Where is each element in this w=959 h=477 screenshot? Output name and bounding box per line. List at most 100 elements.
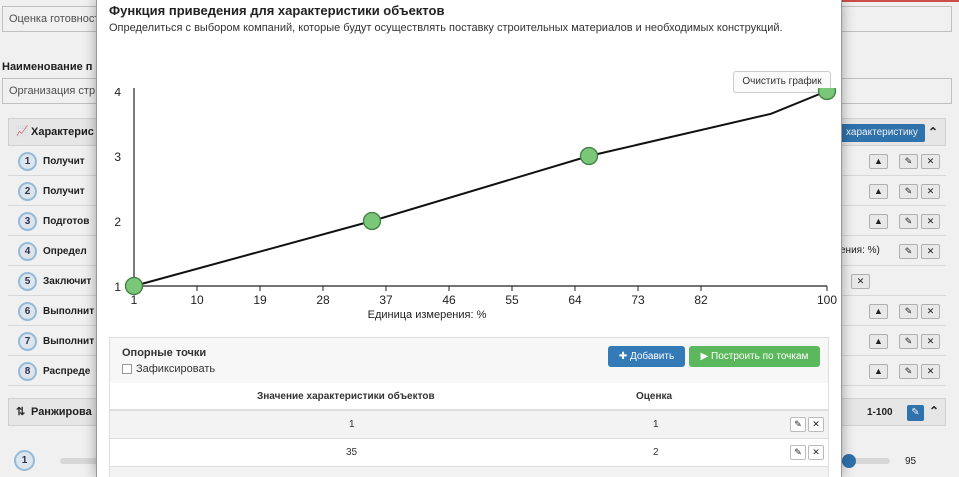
data-point[interactable]	[579, 146, 599, 166]
chart-line-icon: 📈	[16, 126, 29, 137]
characteristic-function-modal: Функция приведения для характеристики об…	[96, 0, 842, 477]
edit-pencil-icon[interactable]: ✎	[899, 184, 918, 199]
x-tick-label: 10	[190, 293, 204, 307]
fix-checkbox[interactable]: Зафиксировать	[122, 363, 215, 375]
y-tick-label: 3	[114, 150, 121, 164]
reference-points-panel: Опорные точки Зафиксировать ✚ Добавить ▶…	[109, 337, 829, 477]
edit-pencil-icon[interactable]: ✎	[899, 244, 918, 259]
chart-icon[interactable]: ▲	[869, 304, 888, 319]
chart-icon[interactable]: ▲	[869, 364, 888, 379]
edit-pencil-icon[interactable]: ✎	[899, 304, 918, 319]
plus-icon: ✚	[618, 351, 630, 362]
y-tick-label: 2	[114, 215, 121, 229]
chart-icon[interactable]: ▲	[869, 334, 888, 349]
ranking-row-number: 1	[14, 450, 35, 471]
table-row[interactable]: 35 2 ✎ ✕	[110, 439, 828, 467]
chart-icon[interactable]: ▲	[869, 184, 888, 199]
edit-pencil-icon[interactable]: ✎	[899, 154, 918, 169]
y-tick-label: 1	[114, 280, 121, 294]
ranking-value: 95	[905, 456, 917, 467]
delete-x-icon[interactable]: ✕	[921, 364, 940, 379]
row-label: Выполнит	[43, 306, 95, 317]
row-number-badge: 1	[18, 152, 37, 171]
row-number-badge: 4	[18, 242, 37, 261]
add-point-button[interactable]: ✚ Добавить	[608, 346, 685, 367]
x-tick-label: 64	[568, 293, 582, 307]
x-axis-label: Единица измерения: %	[367, 309, 487, 321]
row-number-badge: 8	[18, 362, 37, 381]
x-tick-label: 73	[631, 293, 645, 307]
row-label: Получит	[43, 156, 85, 167]
data-point[interactable]	[817, 88, 837, 101]
edit-pencil-icon[interactable]: ✎	[790, 445, 806, 460]
add-point-label: Добавить	[629, 351, 675, 362]
x-tick-label: 55	[505, 293, 519, 307]
reference-points-table: Значение характеристики объектов Оценка …	[110, 383, 828, 477]
delete-x-icon[interactable]: ✕	[921, 334, 940, 349]
name-label: Наименование п	[2, 61, 93, 73]
delete-x-icon[interactable]: ✕	[921, 184, 940, 199]
cell-score: 1	[653, 419, 659, 430]
row-number-badge: 5	[18, 272, 37, 291]
data-point[interactable]	[124, 276, 144, 296]
build-label: Построить по точкам	[711, 351, 809, 362]
x-tick-label: 37	[379, 293, 393, 307]
row-label: Определ	[43, 246, 87, 257]
checkbox-box[interactable]	[122, 364, 132, 374]
delete-x-icon[interactable]: ✕	[921, 304, 940, 319]
x-tick-label: 28	[316, 293, 330, 307]
x-tick-label: 1	[131, 293, 138, 307]
row-unit-text: ения: %)	[840, 245, 880, 256]
add-characteristic-button[interactable]: характеристику	[839, 124, 925, 142]
column-header-score: Оценка	[636, 391, 673, 402]
clear-chart-button[interactable]: Очистить график	[733, 71, 831, 93]
ranking-panel-title: Ранжирова	[31, 406, 92, 418]
row-number-badge: 7	[18, 332, 37, 351]
delete-x-icon[interactable]: ✕	[921, 244, 940, 259]
table-row[interactable]	[110, 467, 828, 477]
row-label: Подготов	[43, 216, 90, 227]
edit-pencil-icon[interactable]: ✎	[790, 417, 806, 432]
row-label: Заключит	[43, 276, 92, 287]
data-point[interactable]	[362, 211, 382, 231]
row-number-badge: 2	[18, 182, 37, 201]
play-icon: ▶	[700, 351, 712, 362]
build-by-points-button[interactable]: ▶ Построить по точкам	[689, 346, 820, 367]
x-tick-label: 100	[817, 293, 837, 307]
modal-subtitle: Определиться с выбором компаний, которые…	[109, 22, 783, 34]
delete-x-icon[interactable]: ✕	[851, 274, 870, 289]
delete-x-icon[interactable]: ✕	[808, 417, 824, 432]
x-tick-label: 82	[694, 293, 708, 307]
row-label: Распреде	[43, 366, 91, 377]
row-label: Получит	[43, 186, 85, 197]
cell-value: 35	[346, 447, 358, 458]
delete-x-icon[interactable]: ✕	[921, 154, 940, 169]
y-tick-label: 4	[114, 88, 121, 99]
chart-icon[interactable]: ▲	[869, 154, 888, 169]
delete-x-icon[interactable]: ✕	[921, 214, 940, 229]
column-header-value: Значение характеристики объектов	[257, 391, 435, 402]
collapse-chevron-icon[interactable]: ⌃	[929, 404, 940, 418]
row-label: Выполнит	[43, 336, 95, 347]
ranking-range: 1-100	[867, 407, 893, 418]
reference-points-title: Опорные точки	[122, 347, 207, 359]
table-row[interactable]: 1 1 ✎ ✕	[110, 411, 828, 439]
delete-x-icon[interactable]: ✕	[808, 445, 824, 460]
series-line	[133, 90, 828, 287]
error-underline	[842, 0, 959, 2]
row-number-badge: 3	[18, 212, 37, 231]
edit-pencil-icon[interactable]: ✎	[899, 334, 918, 349]
edit-pencil-icon[interactable]: ✎	[899, 364, 918, 379]
table-header: Значение характеристики объектов Оценка	[110, 383, 828, 411]
ranking-slider-thumb[interactable]	[841, 454, 856, 468]
modal-title: Функция приведения для характеристики об…	[109, 3, 445, 18]
fix-checkbox-label: Зафиксировать	[136, 363, 216, 375]
chart-icon[interactable]: ▲	[869, 214, 888, 229]
cell-value: 1	[349, 419, 355, 430]
collapse-chevron-icon[interactable]: ⌃	[928, 125, 939, 139]
function-chart[interactable]: 1 10 19 28 37 46 55 64 73 82 100 1 2 3 4	[97, 88, 842, 312]
sort-icon: ⇅	[16, 406, 26, 418]
row-number-badge: 6	[18, 302, 37, 321]
edit-pencil-icon[interactable]: ✎	[907, 405, 924, 421]
edit-pencil-icon[interactable]: ✎	[899, 214, 918, 229]
